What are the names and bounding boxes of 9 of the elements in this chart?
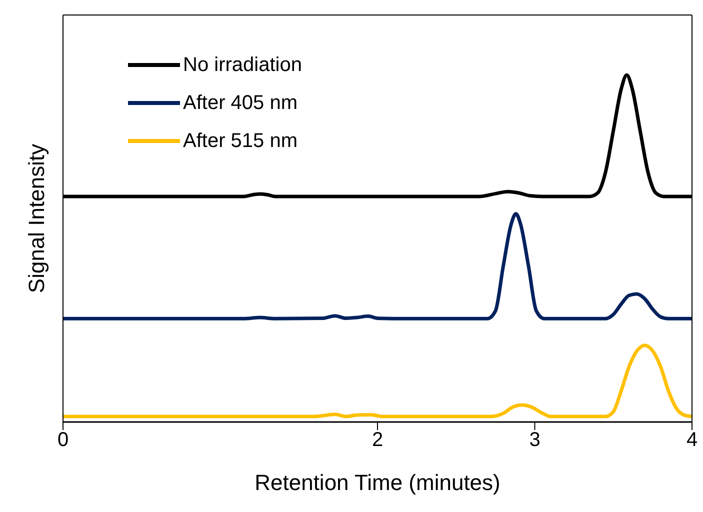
legend-label: No irradiation — [183, 53, 302, 78]
x-tick-label: 4 — [686, 429, 698, 452]
x-tick-label: 3 — [529, 429, 540, 452]
legend-label: After 405 nm — [183, 91, 298, 116]
x-tick-label: 2 — [372, 429, 384, 452]
x-axis-title: Retention Time (minutes) — [254, 470, 500, 495]
x-tick-label: 0 — [57, 429, 69, 452]
legend-label: After 515 nm — [183, 129, 298, 154]
y-axis-title: Signal Intensity — [24, 144, 49, 294]
